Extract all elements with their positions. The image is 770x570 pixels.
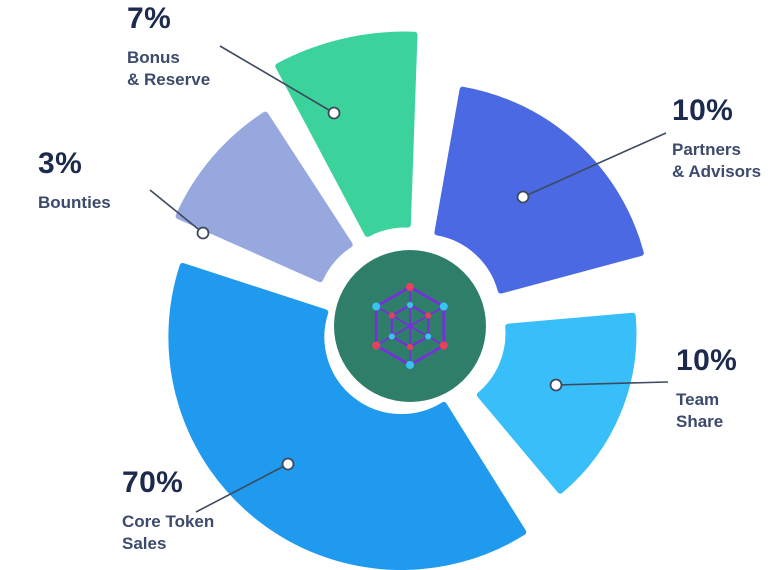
callout-partners-advisors: 10% Partners & Advisors (672, 94, 761, 184)
callout-dot-partners-advisors (516, 190, 530, 204)
callout-dot-bounties (196, 226, 210, 240)
percent-label-bounties: 3% (38, 147, 83, 180)
logo-node (388, 312, 395, 319)
callout-bonus-reserve: 7% Bonus & Reserve (127, 2, 210, 92)
hexagon-network-logo-icon (372, 283, 448, 369)
callout-dot-bonus-reserve (327, 106, 341, 120)
callout-dot-core-token-sales (281, 457, 295, 471)
callout-core-token-sales: 70% Core Token Sales (122, 466, 214, 556)
logo-node (406, 361, 414, 369)
logo-node (372, 302, 381, 311)
pie-slice-team-share (476, 312, 637, 494)
segment-label-bonus-reserve: Bonus & Reserve (127, 48, 211, 90)
percent-label-team-share: 10% (676, 344, 738, 377)
segment-label-bounties: Bounties (38, 193, 111, 212)
callout-dot-team-share (549, 378, 563, 392)
logo-node (406, 283, 414, 291)
callout-team-share: 10% Team Share (676, 344, 737, 434)
logo-node (372, 341, 381, 350)
percent-label-core-token-sales: 70% (122, 466, 184, 499)
logo-node (439, 341, 448, 350)
logo-node (439, 302, 448, 311)
segment-label-core-token-sales: Core Token Sales (122, 512, 215, 554)
percent-label-bonus-reserve: 7% (127, 2, 172, 35)
callout-line-team-share (555, 381, 669, 386)
logo-node (425, 333, 432, 340)
logo-center-node (407, 323, 413, 329)
pie-slice-core-token-sales (168, 262, 527, 570)
percent-label-partners-advisors: 10% (672, 94, 734, 127)
callout-line-bonus-reserve (219, 45, 335, 114)
pie-slice-bounties (175, 111, 353, 283)
callout-line-partners-advisors (522, 132, 667, 198)
pie-slice-bonus-reserve (275, 31, 418, 237)
callout-bounties: 3% Bounties (38, 147, 111, 214)
callout-lines (149, 45, 669, 513)
logo-node (407, 302, 413, 308)
callout-line-core-token-sales (195, 463, 289, 513)
callout-line-bounties (149, 189, 204, 234)
segment-label-team-share: Team Share (676, 390, 724, 432)
logo-node (407, 344, 413, 350)
logo-node (425, 312, 432, 319)
segment-label-partners-advisors: Partners & Advisors (672, 140, 762, 182)
logo-node (388, 333, 395, 340)
